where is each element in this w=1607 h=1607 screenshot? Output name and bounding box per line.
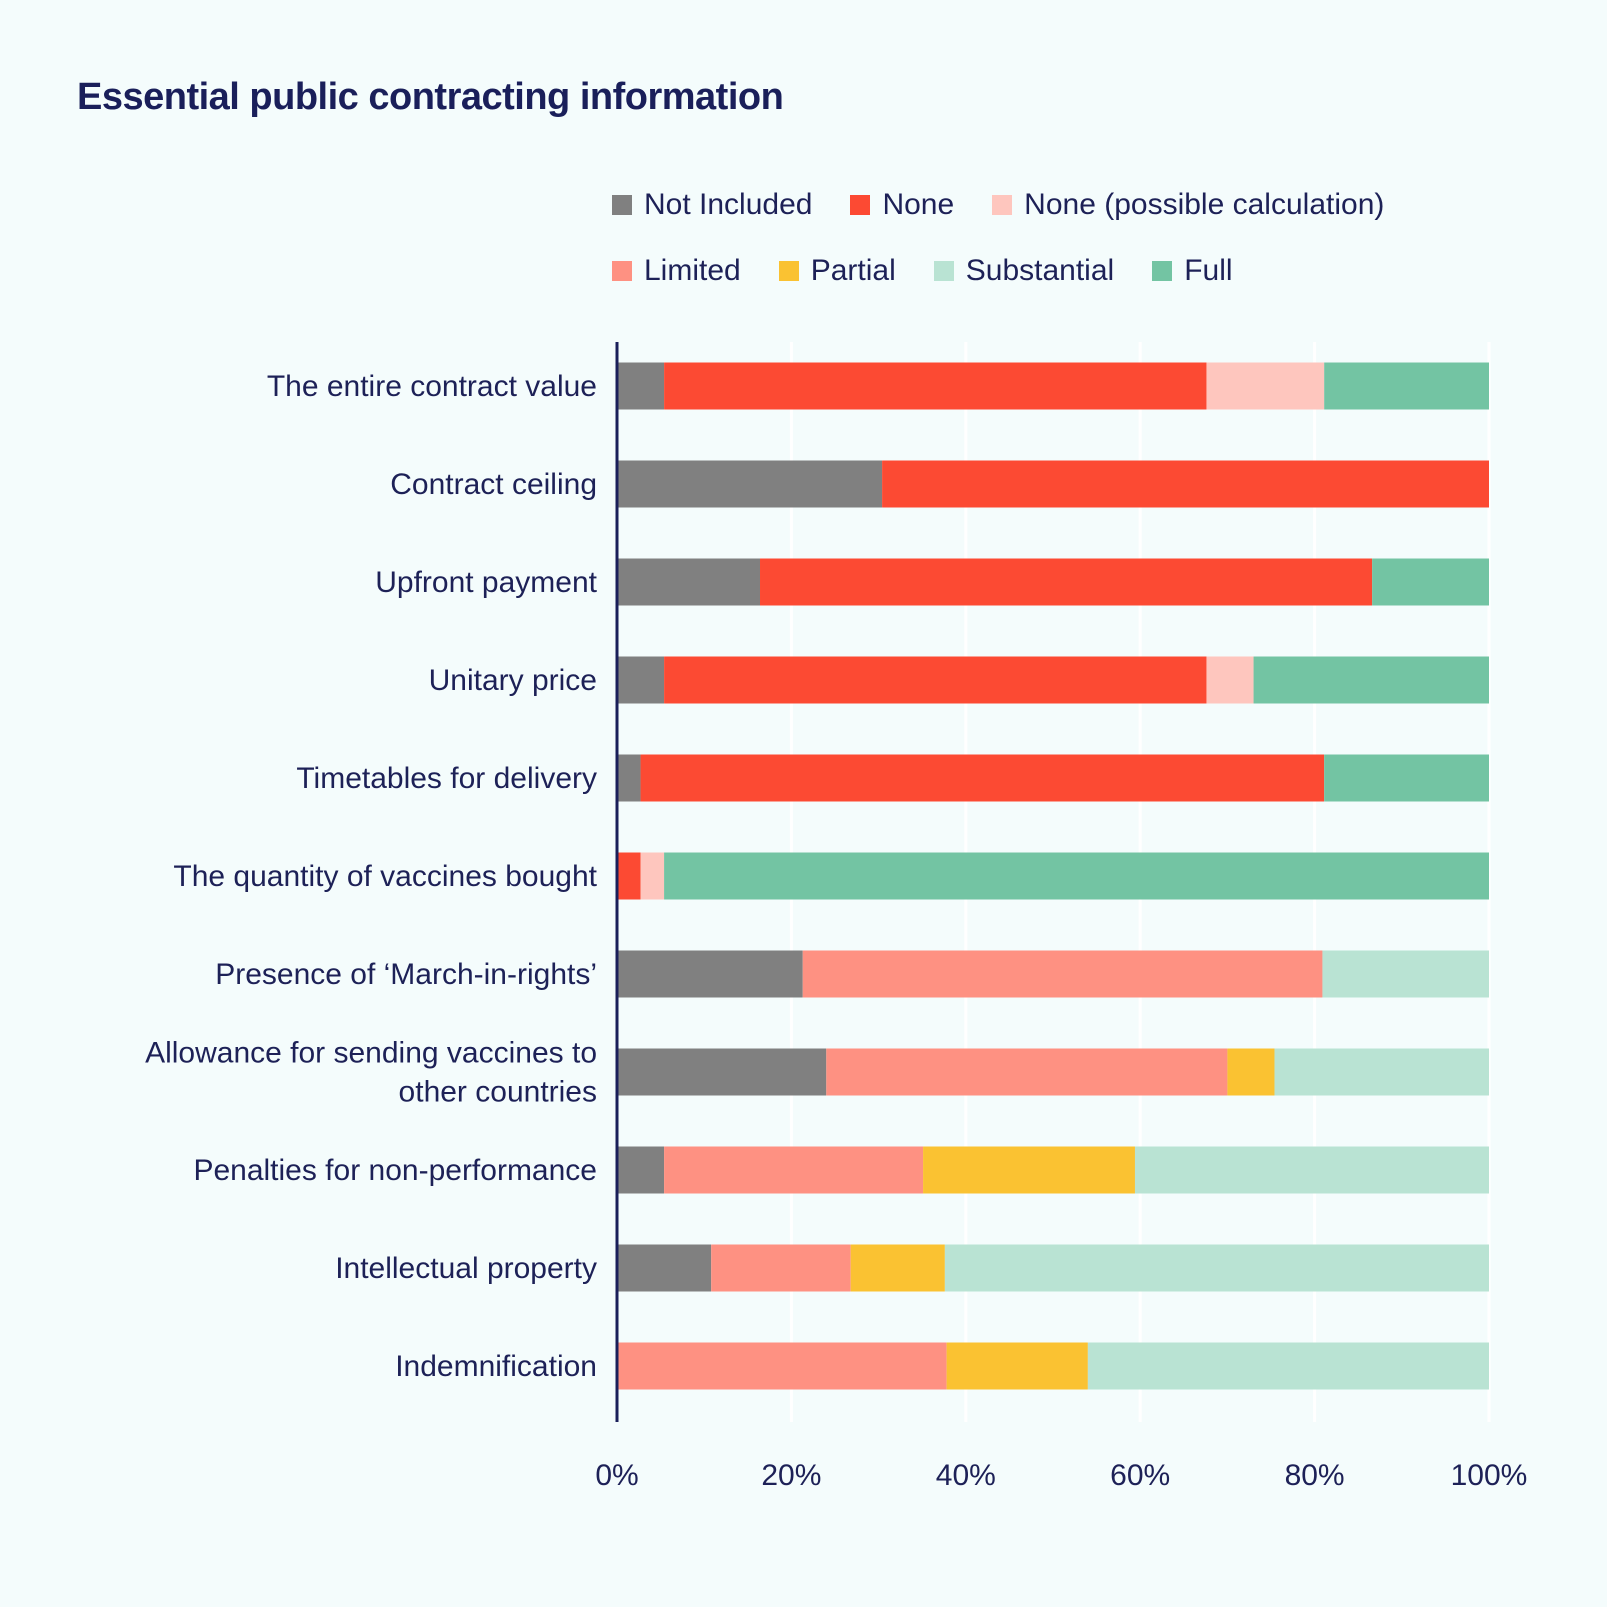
category-label-timetables-for-delivery: Timetables for delivery	[296, 762, 597, 795]
legend-label-partial: Partial	[810, 254, 896, 287]
legend-item-limited: Limited	[612, 254, 741, 288]
bar-none-possible-calculation-the-entire-contract-value	[1206, 362, 1325, 410]
legend-swatch-none	[850, 195, 871, 215]
bar-none-the-quantity-of-vaccines-bought	[617, 852, 641, 900]
bar-full-timetables-for-delivery	[1324, 754, 1489, 802]
category-label-unitary-price: Unitary price	[429, 664, 597, 697]
legend-label-limited: Limited	[644, 254, 741, 287]
bar-full-unitary-price	[1253, 656, 1489, 704]
bar-none-possible-calculation-the-quantity-of-vaccines-bought	[640, 852, 665, 900]
category-label-allowance-for-sending-vaccines-to-other-countries: Allowance for sending vaccines to other c…	[145, 1037, 597, 1109]
bar-none-timetables-for-delivery	[640, 754, 1325, 802]
bar-none-contract-ceiling	[882, 460, 1489, 508]
bar-substantial-presence-of-march-in-rights	[1322, 950, 1489, 998]
legend-item-partial: Partial	[778, 254, 896, 288]
legend-label-none: None	[882, 188, 955, 221]
category-label-penalties-for-non-performance: Penalties for non-performance	[193, 1154, 597, 1187]
category-labels: The entire contract value Contract ceilin…	[145, 370, 598, 1383]
bar-none-possible-calculation-unitary-price	[1206, 656, 1254, 704]
legend-swatch-none-possible-calculation	[992, 195, 1013, 215]
bar-partial-allowance-for-sending-vaccines-to-other-countries	[1227, 1048, 1275, 1096]
category-label-contract-ceiling: Contract ceiling	[390, 468, 597, 501]
bar-not-included-unitary-price	[617, 656, 665, 704]
bar-not-included-intellectual-property	[617, 1244, 712, 1292]
legend-swatch-substantial	[933, 261, 954, 281]
bar-substantial-indemnification	[1087, 1342, 1489, 1390]
bar-not-included-presence-of-march-in-rights	[617, 950, 803, 998]
bar-not-included-penalties-for-non-performance	[617, 1146, 665, 1194]
legend-swatch-full	[1152, 261, 1173, 281]
bar-not-included-contract-ceiling	[617, 460, 883, 508]
x-tick-label: 40%	[936, 1459, 996, 1492]
x-tick-label: 20%	[761, 1459, 821, 1492]
x-tick-label: 0%	[595, 1459, 638, 1492]
category-label-the-quantity-of-vaccines-bought: The quantity of vaccines bought	[173, 860, 597, 893]
category-label-indemnification: Indemnification	[395, 1350, 597, 1383]
bar-not-included-timetables-for-delivery	[617, 754, 641, 802]
x-axis-ticks: 0% 20% 40% 60% 80% 100%	[595, 1459, 1527, 1492]
legend-swatch-limited	[612, 261, 632, 281]
category-label-presence-of-march-in-rights: Presence of ‘March-in-rights’	[215, 958, 597, 991]
bar-none-the-entire-contract-value	[664, 362, 1207, 410]
bar-none-unitary-price	[664, 656, 1207, 704]
legend-item-not-included: Not Included	[612, 188, 812, 222]
bar-limited-penalties-for-non-performance	[664, 1146, 924, 1194]
legend-item-substantial: Substantial	[933, 254, 1115, 288]
bar-full-the-entire-contract-value	[1324, 362, 1489, 410]
bar-substantial-allowance-for-sending-vaccines-to-other-countries	[1274, 1048, 1489, 1096]
bar-substantial-intellectual-property	[944, 1244, 1489, 1292]
bar-not-included-the-entire-contract-value	[617, 362, 665, 410]
bar-limited-intellectual-property	[711, 1244, 851, 1292]
bars	[617, 362, 1489, 1390]
x-tick-label: 100%	[1451, 1459, 1528, 1492]
bar-partial-intellectual-property	[850, 1244, 945, 1292]
category-label-intellectual-property: Intellectual property	[335, 1252, 597, 1285]
bar-limited-allowance-for-sending-vaccines-to-other-countries	[826, 1048, 1228, 1096]
bar-full-upfront-payment	[1372, 558, 1489, 606]
legend-item-none: None	[850, 188, 954, 222]
legend-label-none-possible-calculation: None (possible calculation)	[1024, 188, 1385, 221]
legend-label-not-included: Not Included	[644, 188, 813, 221]
chart-legend: Not Included None None (possible calcula…	[612, 172, 1572, 304]
bar-not-included-upfront-payment	[617, 558, 761, 606]
bar-partial-penalties-for-non-performance	[923, 1146, 1135, 1194]
category-label-upfront-payment: Upfront payment	[375, 566, 597, 599]
x-tick-label: 60%	[1110, 1459, 1170, 1492]
legend-label-substantial: Substantial	[965, 254, 1115, 287]
legend-row-2: Limited Partial Substantial Full	[612, 238, 1572, 304]
category-label-the-entire-contract-value: The entire contract value	[267, 370, 597, 403]
bar-limited-indemnification	[617, 1342, 947, 1390]
legend-swatch-not-included	[612, 195, 632, 215]
bar-partial-indemnification	[946, 1342, 1088, 1390]
legend-label-full: Full	[1184, 254, 1233, 287]
legend-item-none-possible-calculation: None (possible calculation)	[992, 188, 1384, 222]
bar-none-upfront-payment	[760, 558, 1373, 606]
bar-full-the-quantity-of-vaccines-bought	[664, 852, 1489, 900]
x-tick-label: 80%	[1285, 1459, 1345, 1492]
legend-swatch-partial	[778, 261, 799, 281]
legend-row-1: Not Included None None (possible calcula…	[612, 172, 1572, 238]
legend-item-full: Full	[1152, 254, 1233, 288]
bar-limited-presence-of-march-in-rights	[802, 950, 1323, 998]
chart-title: Essential public contracting information	[77, 76, 784, 118]
bar-substantial-penalties-for-non-performance	[1134, 1146, 1489, 1194]
bar-not-included-allowance-for-sending-vaccines-to-other-countries	[617, 1048, 827, 1096]
